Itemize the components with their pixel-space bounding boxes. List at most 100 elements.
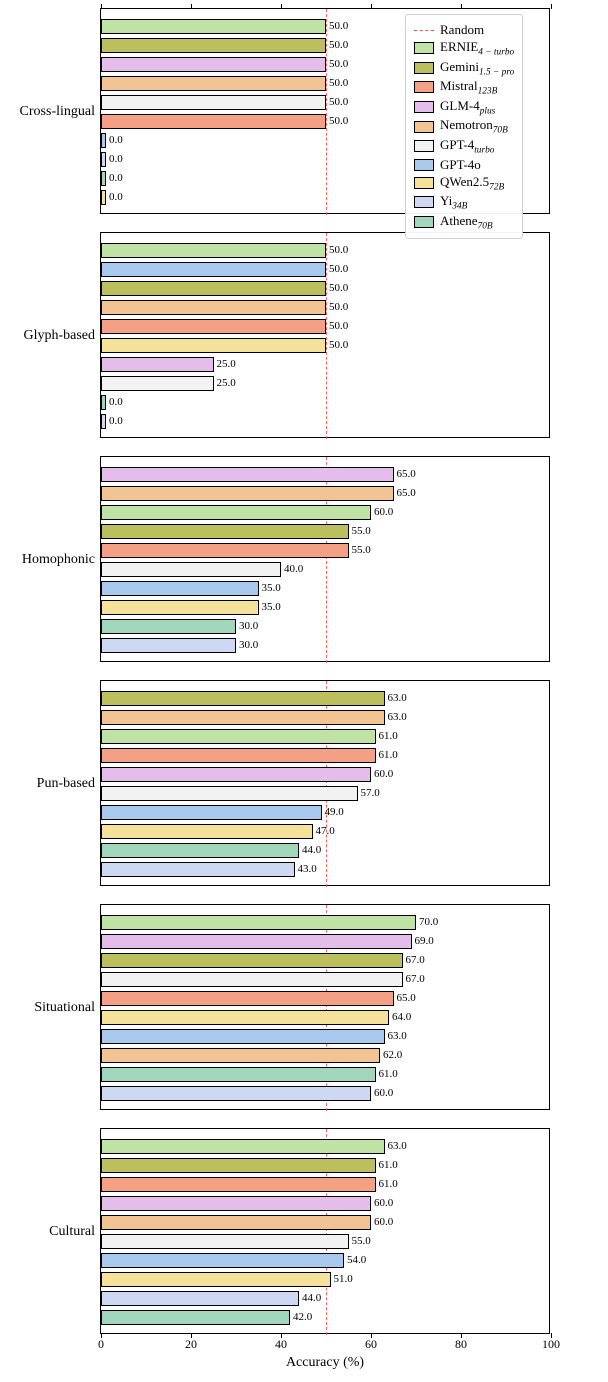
- bar-value-label: 60.0: [374, 1216, 393, 1228]
- xtick-label: 80: [455, 1337, 467, 1352]
- panel-homophonic: Homophonic65.065.060.055.055.040.035.035…: [100, 456, 550, 662]
- legend-item: QWen2.572B: [414, 174, 514, 193]
- bar-value-label: 43.0: [298, 863, 317, 875]
- legend-swatch: [414, 177, 434, 189]
- bar-value-label: 0.0: [109, 415, 123, 427]
- bar-value-label: 44.0: [302, 1292, 321, 1304]
- bar-QWen2.5_72B: [101, 190, 106, 205]
- xtick-mark-top: [281, 4, 282, 9]
- bar-value-label: 0.0: [109, 191, 123, 203]
- bar-value-label: 47.0: [316, 825, 335, 837]
- legend-item: Gemini1.5 − pro: [414, 59, 514, 78]
- legend-item: Athene70B: [414, 213, 514, 232]
- legend-swatch: [414, 140, 434, 152]
- bar-value-label: 40.0: [284, 563, 303, 575]
- bar-value-label: 63.0: [388, 1030, 407, 1042]
- legend-item: Random: [414, 22, 514, 38]
- category-label: Homophonic: [22, 552, 95, 568]
- bar-value-label: 60.0: [374, 1197, 393, 1209]
- bar-GPT4_turbo: [101, 376, 214, 391]
- bar-value-label: 50.0: [329, 339, 348, 351]
- bar-value-label: 64.0: [392, 1011, 411, 1023]
- bar-ERNIE4_turbo: [101, 505, 371, 520]
- bar-GLM4_plus: [101, 57, 326, 72]
- bar-value-label: 60.0: [374, 1087, 393, 1099]
- bar-QWen2.5_72B: [101, 1010, 389, 1025]
- bar-value-label: 50.0: [329, 263, 348, 275]
- legend-swatch: [414, 216, 434, 228]
- legend-label: Athene70B: [440, 213, 493, 232]
- legend-item: ERNIE4 − turbo: [414, 39, 514, 58]
- bar-GPT4_turbo: [101, 1234, 349, 1249]
- bar-value-label: 50.0: [329, 96, 348, 108]
- legend-label: GPT-4turbo: [440, 137, 494, 156]
- xtick-mark-top: [461, 4, 462, 9]
- bar-Nemotron70B: [101, 486, 394, 501]
- bar-value-label: 25.0: [217, 358, 236, 370]
- bar-value-label: 30.0: [239, 620, 258, 632]
- bar-Mistral123B: [101, 748, 376, 763]
- bar-Nemotron70B: [101, 76, 326, 91]
- bar-Gemini1.5_pro: [101, 281, 326, 296]
- bar-value-label: 0.0: [109, 396, 123, 408]
- bar-ERNIE4_turbo: [101, 729, 376, 744]
- bar-GPT4o: [101, 805, 322, 820]
- bar-value-label: 50.0: [329, 20, 348, 32]
- bar-Nemotron70B: [101, 1215, 371, 1230]
- legend-item: GPT-4turbo: [414, 137, 514, 156]
- xtick-label: 60: [365, 1337, 377, 1352]
- bar-GPT4_turbo: [101, 786, 358, 801]
- legend-swatch: [414, 62, 434, 74]
- bar-Athene70B: [101, 843, 299, 858]
- bar-value-label: 70.0: [419, 916, 438, 928]
- bar-Mistral123B: [101, 319, 326, 334]
- bar-Nemotron70B: [101, 1048, 380, 1063]
- legend-label: Gemini1.5 − pro: [440, 59, 514, 78]
- bar-Yi34B: [101, 638, 236, 653]
- bar-ERNIE4_turbo: [101, 1139, 385, 1154]
- bar-value-label: 50.0: [329, 320, 348, 332]
- legend-label: Random: [440, 22, 484, 38]
- bar-value-label: 69.0: [415, 935, 434, 947]
- bar-Gemini1.5_pro: [101, 953, 403, 968]
- bar-Mistral123B: [101, 1177, 376, 1192]
- bar-value-label: 25.0: [217, 377, 236, 389]
- legend-label: GPT-4o: [440, 157, 481, 173]
- bar-Yi34B: [101, 414, 106, 429]
- bar-value-label: 63.0: [388, 692, 407, 704]
- bar-GLM4_plus: [101, 934, 412, 949]
- legend-swatch: [414, 42, 434, 54]
- bar-ERNIE4_turbo: [101, 19, 326, 34]
- bar-Athene70B: [101, 1310, 290, 1325]
- xtick-mark-top: [371, 4, 372, 9]
- legend-label: ERNIE4 − turbo: [440, 39, 514, 58]
- bar-Yi34B: [101, 152, 106, 167]
- bar-GLM4_plus: [101, 357, 214, 372]
- random-baseline-line: [326, 9, 327, 215]
- category-label: Pun-based: [37, 776, 95, 792]
- bar-Gemini1.5_pro: [101, 691, 385, 706]
- bar-value-label: 65.0: [397, 487, 416, 499]
- legend-swatch: [414, 101, 434, 113]
- bar-value-label: 61.0: [379, 1068, 398, 1080]
- bar-value-label: 50.0: [329, 115, 348, 127]
- bar-GPT4o: [101, 133, 106, 148]
- bar-QWen2.5_72B: [101, 600, 259, 615]
- bar-Athene70B: [101, 619, 236, 634]
- bar-value-label: 61.0: [379, 749, 398, 761]
- bar-value-label: 51.0: [334, 1273, 353, 1285]
- legend-label: Mistral123B: [440, 78, 497, 97]
- bar-value-label: 63.0: [388, 1140, 407, 1152]
- legend-label: QWen2.572B: [440, 174, 504, 193]
- bar-value-label: 61.0: [379, 730, 398, 742]
- bar-value-label: 0.0: [109, 134, 123, 146]
- bar-GPT4o: [101, 581, 259, 596]
- bar-GLM4_plus: [101, 467, 394, 482]
- bar-Mistral123B: [101, 543, 349, 558]
- xtick-mark-top: [551, 4, 552, 9]
- category-label: Cultural: [49, 1224, 95, 1240]
- bar-GPT4o: [101, 1253, 344, 1268]
- bar-value-label: 55.0: [352, 1235, 371, 1247]
- xtick-label: 100: [542, 1337, 560, 1352]
- panel-pun-based: Pun-based63.063.061.061.060.057.049.047.…: [100, 680, 550, 886]
